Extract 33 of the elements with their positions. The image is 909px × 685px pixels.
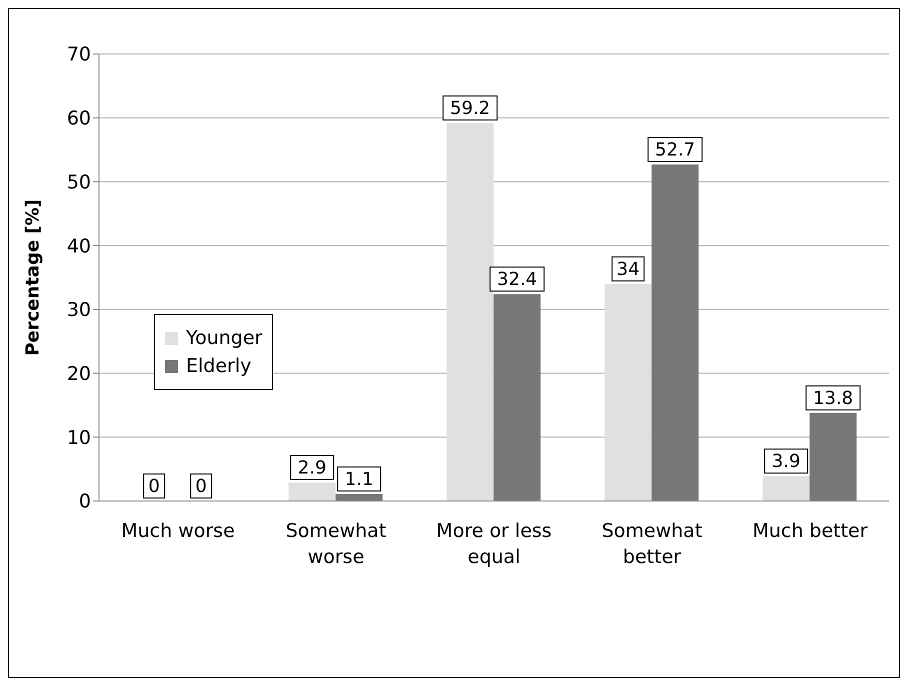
data-label: 13.8 [813,388,854,409]
x-tick-label: More or less equal [436,520,552,568]
y-tick-label: 50 [66,171,91,194]
x-tick-label: Somewhat better [602,520,702,568]
bar [652,164,699,501]
x-tick-label: Much better [752,520,868,542]
y-tick-label: 0 [78,490,91,513]
y-tick-label: 40 [66,235,91,258]
bar [494,294,541,501]
y-tick-label: 70 [66,44,91,66]
data-label: 32.4 [497,269,538,290]
y-tick-label: 10 [66,426,91,449]
data-label: 3.9 [772,451,800,472]
data-label: 52.7 [655,139,696,160]
bar [446,122,494,501]
y-tick-label: 20 [66,363,91,386]
legend-label: Younger [186,327,262,349]
y-tick-label: 30 [66,299,91,322]
data-label: 0 [148,476,160,497]
x-tick-label: Much worse [121,520,235,542]
y-axis-title: Percentage [%] [22,199,44,356]
data-label: 1.1 [344,468,374,490]
bar [762,476,810,501]
data-label: 2.9 [298,457,326,478]
bar [336,494,383,501]
legend-label: Elderly [186,355,252,377]
data-label: 59.2 [450,98,490,119]
bar [604,284,652,501]
y-tick-label: 60 [66,108,91,130]
data-label: 34 [616,258,640,280]
bar [810,412,857,501]
data-label: 0 [195,476,207,497]
x-tick-label: Somewhat worse [286,520,386,568]
